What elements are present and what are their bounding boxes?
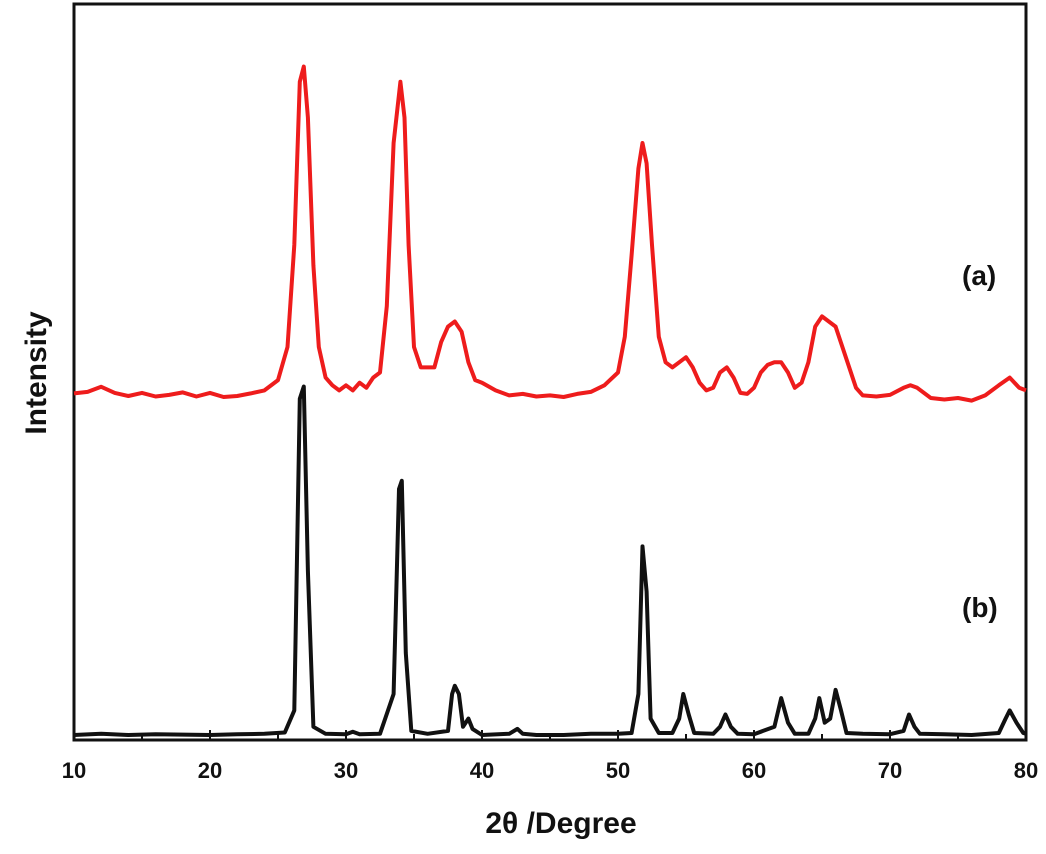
x-tick-label-10: 10 xyxy=(62,758,86,783)
x-tick-label-30: 30 xyxy=(334,758,358,783)
series-layer xyxy=(73,64,1027,737)
x-tick-label-40: 40 xyxy=(470,758,494,783)
y-axis-title: Intensity xyxy=(20,311,53,435)
x-tick-label-80: 80 xyxy=(1014,758,1038,783)
x-axis-ticks: 10 20 30 40 50 60 70 80 xyxy=(62,730,1038,783)
series-label-b: (b) xyxy=(962,592,998,623)
x-axis-title: 2θ /Degree xyxy=(485,807,636,840)
x-tick-label-20: 20 xyxy=(198,758,222,783)
series-label-a: (a) xyxy=(962,260,996,291)
x-tick-label-70: 70 xyxy=(878,758,902,783)
series-line-a xyxy=(73,64,1027,403)
x-tick-label-60: 60 xyxy=(742,758,766,783)
plot-frame xyxy=(72,2,1028,742)
series-line-b xyxy=(73,384,1027,737)
x-tick-label-50: 50 xyxy=(606,758,630,783)
